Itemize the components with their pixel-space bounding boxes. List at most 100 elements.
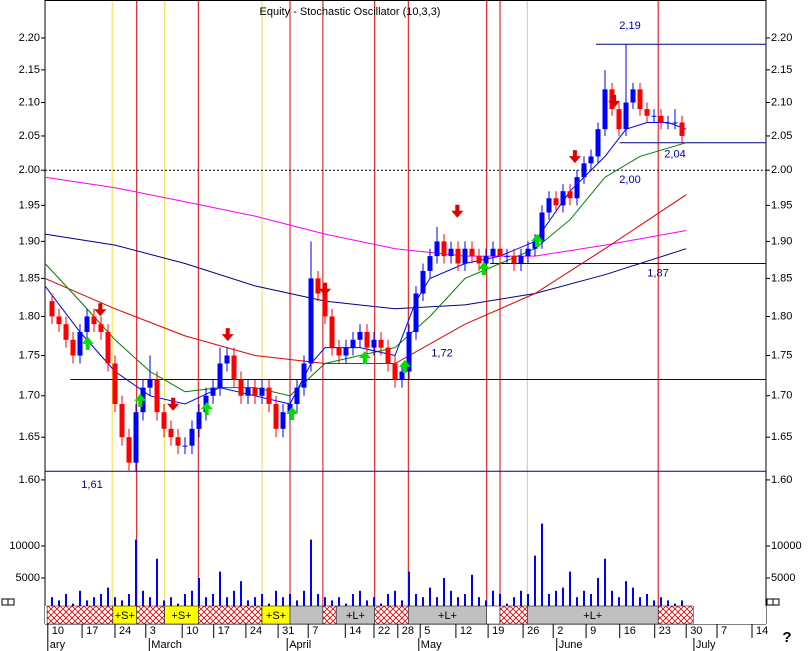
candle-body (133, 412, 139, 463)
volume-bar (331, 600, 333, 610)
volume-bar (618, 597, 620, 610)
scale-icon[interactable] (772, 598, 780, 606)
candle-body (182, 445, 188, 447)
buy-arrow (286, 407, 299, 421)
candle-body (154, 379, 160, 413)
x-tick-label: 16 (624, 625, 636, 637)
volume-bar (401, 600, 403, 610)
level-label: 1,72 (431, 347, 452, 359)
candle-body (105, 331, 111, 364)
candle-body (315, 278, 321, 294)
x-tick-label: 10 (52, 625, 64, 637)
y-tick-label: 2.20 (771, 32, 792, 44)
volume-bar (219, 571, 221, 610)
x-tick-label: 23 (659, 625, 671, 637)
candle-body (462, 248, 468, 264)
y-tick-label: 2.15 (19, 64, 40, 76)
y-tick-label: 2.20 (19, 32, 40, 44)
candle-body (252, 387, 258, 396)
y-tick-label: 2.05 (19, 130, 40, 142)
candle-body (623, 102, 629, 130)
candle-body (168, 428, 174, 438)
candle-body (266, 387, 272, 404)
volume-bar (149, 597, 151, 610)
x-tick-label: 12 (460, 625, 472, 637)
candle-body (658, 115, 664, 123)
volume-bar (464, 593, 466, 610)
sell-arrow (221, 328, 234, 342)
volume-bar (289, 593, 291, 610)
y-tick-label: 1.80 (771, 310, 792, 322)
volume-bar (520, 590, 522, 610)
volume-bar (163, 600, 165, 610)
x-tick-label: 26 (527, 625, 539, 637)
volume-tick-label: 10000 (9, 540, 40, 552)
volume-bar (114, 597, 116, 610)
candle-body (224, 355, 230, 364)
volume-bar (415, 593, 417, 610)
moving-average (44, 233, 687, 310)
volume-bar (653, 600, 655, 610)
x-tick-label: 5 (424, 625, 430, 637)
volume-bar (485, 600, 487, 610)
y-tick-label: 2.10 (771, 96, 792, 108)
candle-body (231, 355, 237, 380)
level-label: 2,19 (619, 20, 640, 32)
candle-body (63, 324, 69, 340)
candle-body (581, 163, 587, 178)
sell-arrow (451, 204, 464, 218)
candle-body (644, 109, 650, 116)
candle-body (553, 198, 559, 206)
y-tick-label: 1.95 (19, 199, 40, 211)
volume-bar (359, 590, 361, 610)
volume-bar (527, 593, 529, 610)
candle-body (126, 437, 132, 463)
candle-body (406, 331, 412, 372)
volume-tick-label: 5000 (771, 572, 795, 584)
scale-icon[interactable] (7, 598, 15, 606)
y-tick-label: 1.65 (19, 431, 40, 443)
candle-body (651, 115, 657, 117)
candle-body (518, 256, 524, 264)
candle-body (588, 156, 594, 164)
buy-arrow (358, 351, 371, 365)
volume-bar (660, 597, 662, 610)
candle-body (434, 241, 440, 257)
volume-bar (142, 590, 144, 610)
volume-bar (429, 587, 431, 610)
moving-average (44, 194, 687, 364)
sell-arrow (167, 397, 180, 411)
candle-body (98, 324, 104, 332)
strip-label: +S+ (171, 610, 191, 622)
volume-bar (226, 597, 228, 610)
candle-body (679, 122, 685, 136)
volume-bar (93, 597, 95, 610)
level-label: 2,04 (664, 149, 685, 161)
level-label: 2,00 (619, 174, 640, 186)
volume-bar (443, 577, 445, 610)
candle-body (175, 437, 181, 446)
buy-arrow (531, 233, 544, 247)
volume-bar (79, 590, 81, 610)
candle-body (49, 301, 55, 317)
x-tick-label: 28 (402, 625, 414, 637)
strip-segment (46, 605, 114, 625)
volume-bar (100, 593, 102, 610)
candle-body (329, 316, 335, 348)
candle-body (448, 248, 454, 257)
strip-label: +L+ (583, 610, 602, 622)
help-icon[interactable]: ? (782, 629, 791, 646)
volume-bar (191, 590, 193, 610)
volume-bar (317, 593, 319, 610)
candle-body (280, 412, 286, 429)
candle-body (539, 212, 545, 242)
volume-bar (65, 593, 67, 610)
volume-bar (450, 590, 452, 610)
volume-bar (282, 597, 284, 610)
volume-bar (366, 600, 368, 610)
candle-body (301, 363, 307, 388)
month-label: ary (50, 639, 66, 651)
buy-arrow (81, 336, 94, 350)
sell-arrow (568, 150, 581, 164)
